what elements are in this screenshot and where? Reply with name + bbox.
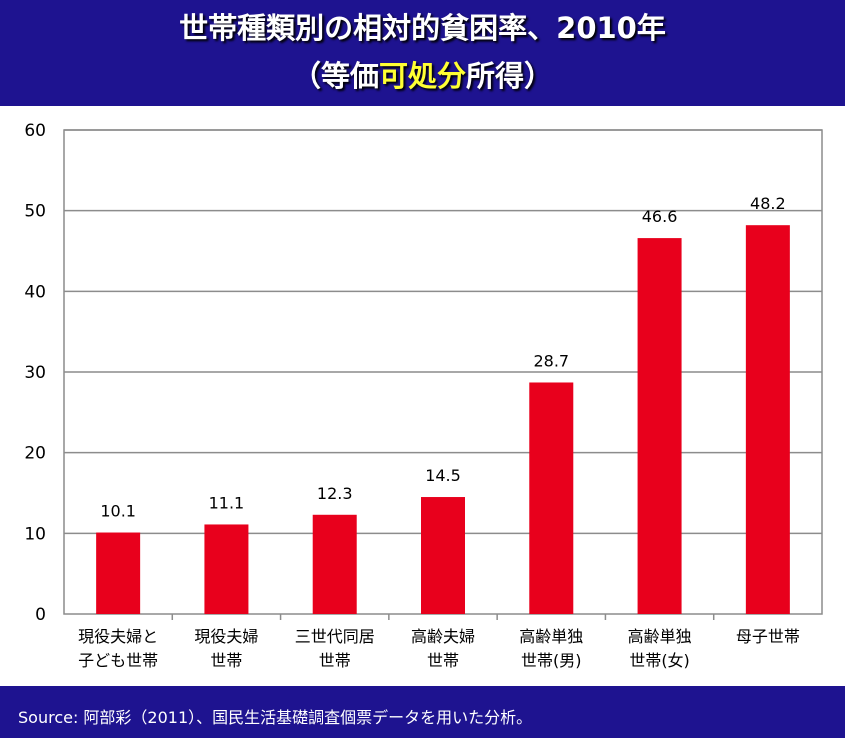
x-tick-label: 世帯(男) (521, 651, 582, 670)
x-tick-label: 世帯 (427, 651, 459, 670)
y-tick-label: 20 (24, 444, 46, 464)
bar (204, 524, 249, 614)
data-label: 10.1 (100, 502, 136, 521)
data-label: 12.3 (317, 484, 353, 503)
y-tick-label: 0 (35, 605, 46, 625)
subtitle-highlight: 可処分 (378, 59, 466, 93)
subtitle-open: （等価 (291, 59, 379, 93)
bar (529, 382, 574, 614)
y-tick-label: 50 (24, 202, 46, 222)
bar (96, 532, 141, 614)
data-label: 46.6 (642, 207, 678, 226)
chart-panel: 0 10 20 30 40 50 60 10.1 現役夫婦と子ども世帯 11.1 現役夫婦世帯 12.… (0, 106, 845, 686)
x-tick-label: 世帯(女) (629, 651, 690, 670)
x-tick-label: 現役夫婦と (78, 627, 158, 646)
y-tick-label: 60 (24, 121, 46, 141)
y-tick-label: 10 (24, 524, 46, 544)
x-tick-label: 高齢夫婦 (411, 627, 475, 646)
source-note: Source: 阿部彩（2011）、国民生活基礎調査個票データを用いた分析。 (18, 708, 533, 727)
bar (312, 514, 357, 614)
chart-title: 世帯種類別の相対的貧困率、2010年 (179, 11, 666, 45)
x-tick-label: 高齢単独 (628, 627, 692, 646)
bar (745, 225, 790, 614)
data-label: 28.7 (533, 351, 569, 370)
x-tick-label: 母子世帯 (736, 627, 800, 646)
x-tick-label: 高齢単独 (519, 627, 583, 646)
x-tick-label: 現役夫婦 (194, 627, 258, 646)
x-tick-label: 世帯 (319, 651, 351, 670)
data-label: 11.1 (209, 493, 245, 512)
y-tick-label: 40 (24, 282, 46, 302)
bar (421, 497, 465, 614)
x-tick-label: 子ども世帯 (78, 651, 158, 670)
x-tick-label: 三世代同居 (295, 627, 375, 646)
y-tick-label: 30 (24, 363, 46, 383)
bar (637, 238, 682, 615)
x-tick-label: 世帯 (210, 651, 242, 670)
data-label: 14.5 (425, 466, 461, 485)
subtitle-close: 所得） (466, 59, 554, 93)
chart-subtitle: （等価可処分所得） (0, 58, 845, 94)
data-label: 48.2 (750, 194, 786, 213)
